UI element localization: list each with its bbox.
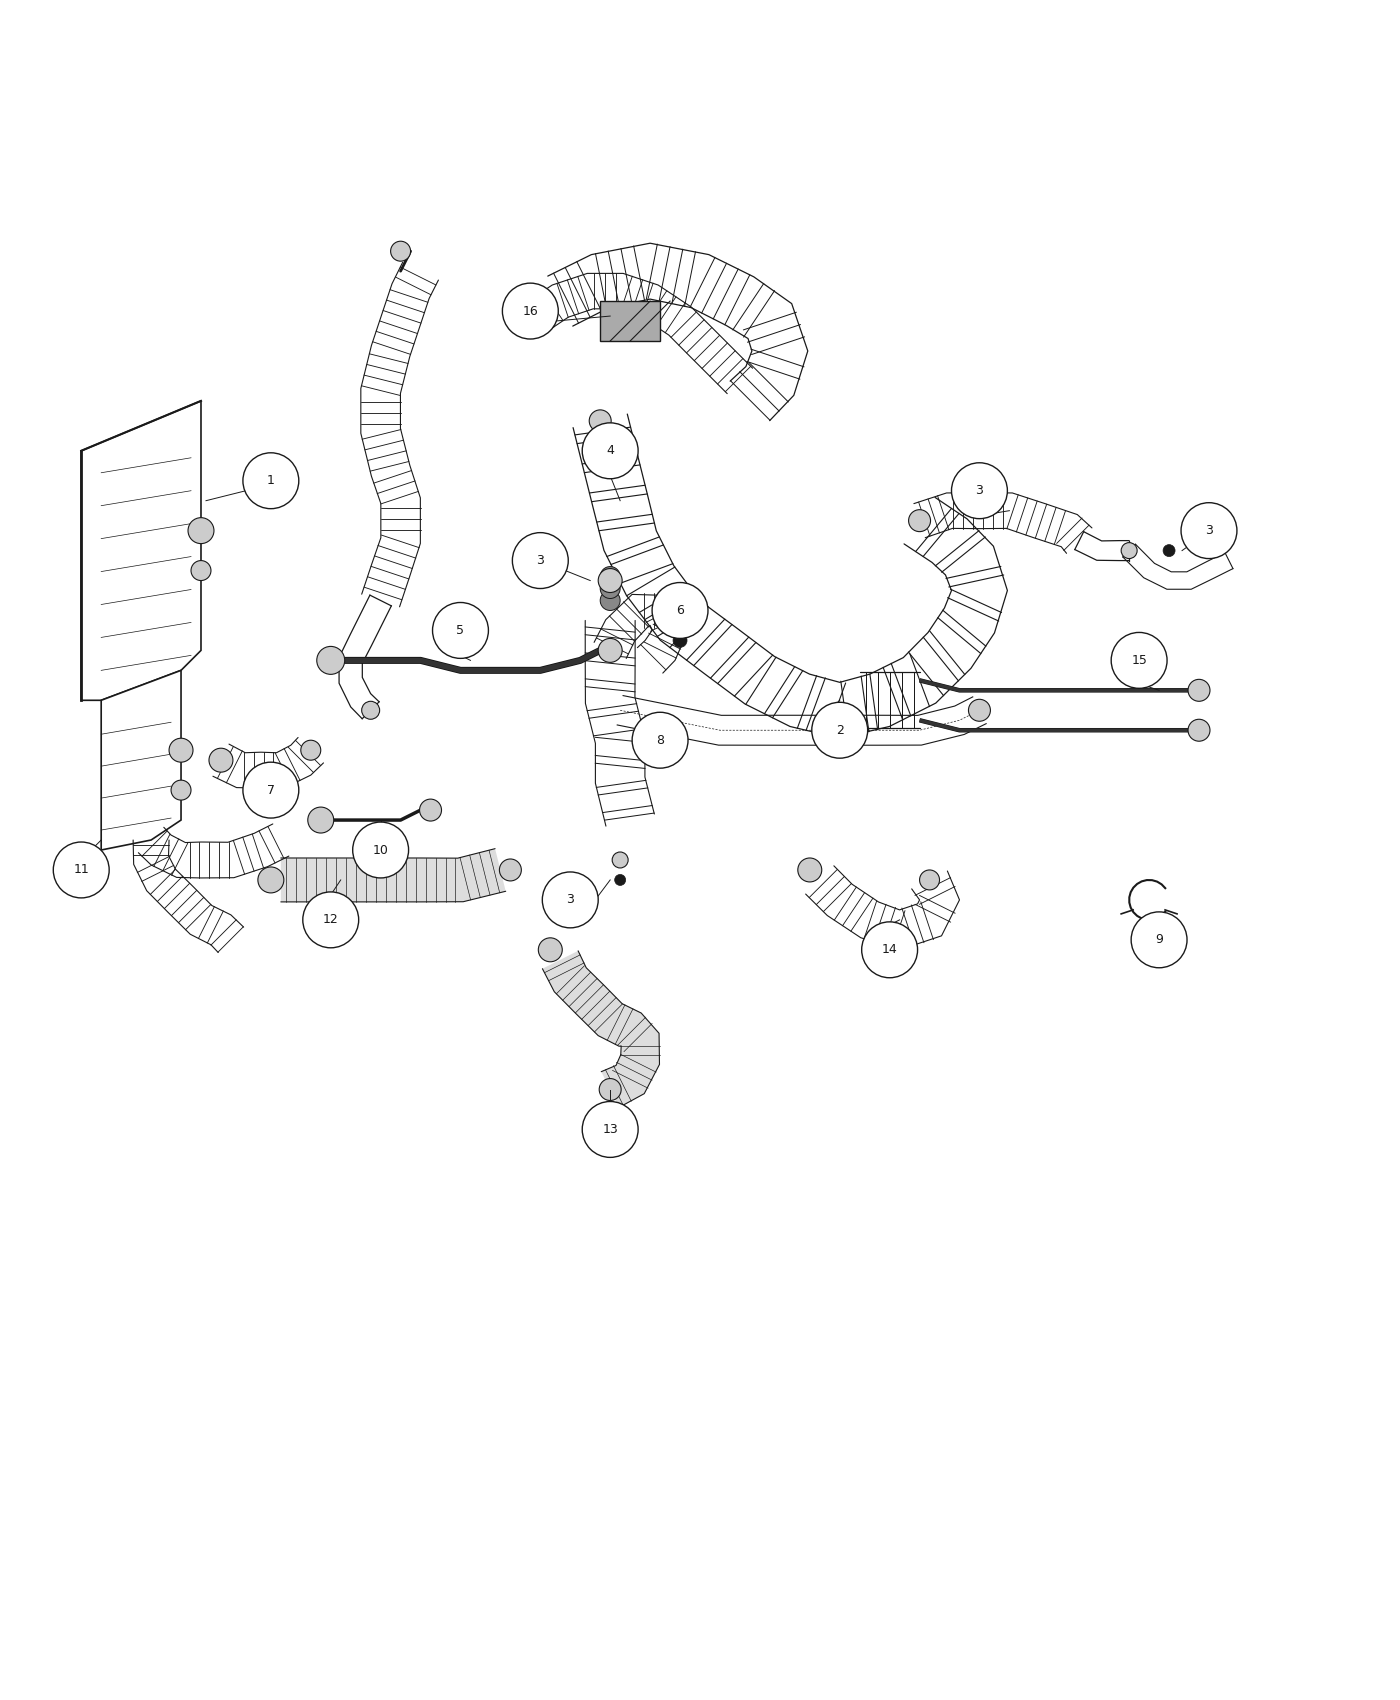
Circle shape xyxy=(1163,544,1175,556)
Circle shape xyxy=(1131,911,1187,967)
Circle shape xyxy=(433,602,489,658)
Circle shape xyxy=(601,590,620,610)
Text: 8: 8 xyxy=(657,734,664,746)
Text: 3: 3 xyxy=(1205,524,1212,537)
Circle shape xyxy=(542,872,598,928)
Circle shape xyxy=(601,566,620,586)
Circle shape xyxy=(798,858,822,882)
Text: 1: 1 xyxy=(267,474,274,488)
Text: 7: 7 xyxy=(267,784,274,797)
Circle shape xyxy=(598,568,622,593)
Circle shape xyxy=(361,702,379,719)
Circle shape xyxy=(391,241,410,262)
Circle shape xyxy=(244,762,298,818)
Circle shape xyxy=(1189,680,1210,702)
Text: 4: 4 xyxy=(606,444,615,457)
Text: 16: 16 xyxy=(522,304,538,318)
Text: 5: 5 xyxy=(456,624,465,638)
Circle shape xyxy=(171,780,190,801)
Circle shape xyxy=(861,921,917,978)
Circle shape xyxy=(503,284,559,338)
Circle shape xyxy=(308,808,333,833)
Circle shape xyxy=(598,639,622,663)
Circle shape xyxy=(920,870,939,889)
Circle shape xyxy=(969,699,990,721)
Circle shape xyxy=(244,452,298,508)
Circle shape xyxy=(258,867,284,892)
Circle shape xyxy=(601,578,620,598)
Circle shape xyxy=(53,842,109,898)
Text: 2: 2 xyxy=(836,724,844,736)
Circle shape xyxy=(909,510,931,532)
Circle shape xyxy=(209,748,232,772)
Circle shape xyxy=(582,423,638,479)
Text: 3: 3 xyxy=(536,554,545,568)
Text: 12: 12 xyxy=(323,913,339,927)
Text: 3: 3 xyxy=(976,484,983,496)
Polygon shape xyxy=(101,670,181,850)
Circle shape xyxy=(169,738,193,762)
Circle shape xyxy=(812,702,868,758)
Circle shape xyxy=(1189,719,1210,741)
Circle shape xyxy=(652,583,708,639)
Text: 6: 6 xyxy=(676,604,685,617)
Circle shape xyxy=(1112,632,1168,688)
Circle shape xyxy=(1182,503,1238,559)
Circle shape xyxy=(301,740,321,760)
Circle shape xyxy=(512,532,568,588)
Circle shape xyxy=(188,518,214,544)
Circle shape xyxy=(673,634,687,648)
Polygon shape xyxy=(542,950,659,1107)
Circle shape xyxy=(420,799,441,821)
Circle shape xyxy=(316,646,344,675)
FancyBboxPatch shape xyxy=(601,301,659,342)
Text: 15: 15 xyxy=(1131,654,1147,666)
Circle shape xyxy=(302,892,358,949)
Circle shape xyxy=(1121,542,1137,559)
Circle shape xyxy=(615,874,626,886)
Text: 9: 9 xyxy=(1155,933,1163,947)
Text: 10: 10 xyxy=(372,843,389,857)
Text: 13: 13 xyxy=(602,1124,617,1136)
Circle shape xyxy=(589,410,612,432)
Circle shape xyxy=(582,1102,638,1158)
Polygon shape xyxy=(81,401,202,700)
Circle shape xyxy=(633,712,687,768)
Text: 14: 14 xyxy=(882,944,897,957)
Circle shape xyxy=(599,1078,622,1100)
Circle shape xyxy=(952,462,1008,518)
Circle shape xyxy=(612,852,629,869)
Polygon shape xyxy=(281,848,505,903)
Circle shape xyxy=(190,561,211,580)
Circle shape xyxy=(539,938,563,962)
Text: 11: 11 xyxy=(73,864,90,877)
Text: 3: 3 xyxy=(567,894,574,906)
Circle shape xyxy=(500,858,521,881)
Circle shape xyxy=(353,823,409,877)
